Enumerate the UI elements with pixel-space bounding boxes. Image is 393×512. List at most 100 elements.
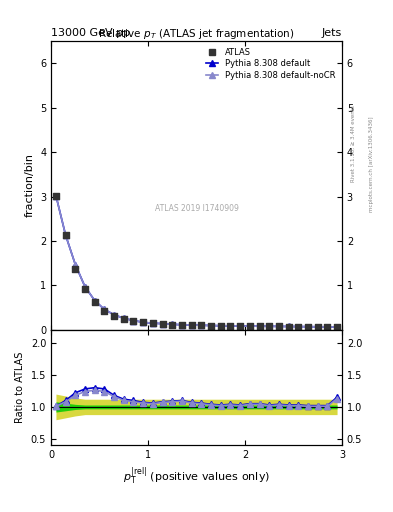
Text: Jets: Jets <box>321 28 342 38</box>
Pythia 8.308 default <box>160 321 165 327</box>
Pythia 8.308 default <box>112 312 116 318</box>
Pythia 8.308 default <box>325 324 330 330</box>
ATLAS <box>256 322 263 330</box>
Pythia 8.308 default <box>199 322 204 328</box>
Pythia 8.308 default <box>73 262 78 268</box>
Pythia 8.308 default <box>102 306 107 312</box>
Pythia 8.308 default <box>151 320 155 326</box>
Pythia 8.308 default-noCR <box>306 324 310 330</box>
ATLAS <box>53 191 59 200</box>
Line: Pythia 8.308 default: Pythia 8.308 default <box>53 193 340 330</box>
Pythia 8.308 default-noCR <box>73 262 78 268</box>
ATLAS <box>189 321 195 329</box>
Y-axis label: fraction/bin: fraction/bin <box>24 154 35 218</box>
Pythia 8.308 default <box>306 324 310 330</box>
ATLAS <box>72 264 79 272</box>
ATLAS <box>247 322 253 330</box>
Text: ATLAS 2019 I1740909: ATLAS 2019 I1740909 <box>154 204 239 213</box>
ATLAS <box>169 321 175 329</box>
Pythia 8.308 default <box>63 232 68 238</box>
Pythia 8.308 default <box>92 297 97 304</box>
ATLAS <box>101 307 108 315</box>
ATLAS <box>305 323 311 331</box>
ATLAS <box>237 322 243 330</box>
Pythia 8.308 default-noCR <box>286 324 291 330</box>
ATLAS <box>82 285 88 293</box>
ATLAS <box>334 323 340 331</box>
Pythia 8.308 default-noCR <box>238 323 242 329</box>
Pythia 8.308 default-noCR <box>248 323 252 329</box>
ATLAS <box>111 312 117 320</box>
Pythia 8.308 default <box>170 321 174 327</box>
Pythia 8.308 default-noCR <box>219 323 223 329</box>
Pythia 8.308 default-noCR <box>112 312 116 318</box>
ATLAS <box>276 323 282 331</box>
Pythia 8.308 default <box>141 319 145 326</box>
ATLAS <box>285 323 292 331</box>
Pythia 8.308 default-noCR <box>335 324 340 330</box>
ATLAS <box>150 319 156 327</box>
Pythia 8.308 default <box>267 323 272 329</box>
Pythia 8.308 default <box>180 322 184 328</box>
ATLAS <box>295 323 301 331</box>
Pythia 8.308 default-noCR <box>63 232 68 238</box>
Pythia 8.308 default <box>121 315 126 322</box>
ATLAS <box>140 318 146 327</box>
Pythia 8.308 default-noCR <box>199 322 204 328</box>
Pythia 8.308 default-noCR <box>83 284 87 290</box>
Pythia 8.308 default <box>53 193 58 199</box>
ATLAS <box>160 320 166 328</box>
ATLAS <box>266 323 272 331</box>
Pythia 8.308 default-noCR <box>209 323 213 329</box>
Pythia 8.308 default-noCR <box>277 324 281 330</box>
Pythia 8.308 default <box>131 317 136 324</box>
ATLAS <box>314 323 321 331</box>
Text: Rivet 3.1.10, ≥ 3.4M events: Rivet 3.1.10, ≥ 3.4M events <box>351 105 356 182</box>
Line: Pythia 8.308 default-noCR: Pythia 8.308 default-noCR <box>53 193 340 330</box>
Pythia 8.308 default-noCR <box>180 322 184 328</box>
ATLAS <box>130 317 137 325</box>
Pythia 8.308 default <box>315 324 320 330</box>
Pythia 8.308 default <box>277 324 281 330</box>
ATLAS <box>92 298 98 306</box>
Pythia 8.308 default <box>257 323 262 329</box>
Pythia 8.308 default-noCR <box>315 324 320 330</box>
Y-axis label: Ratio to ATLAS: Ratio to ATLAS <box>15 352 25 423</box>
Pythia 8.308 default-noCR <box>160 321 165 327</box>
Pythia 8.308 default <box>219 323 223 329</box>
Pythia 8.308 default-noCR <box>257 323 262 329</box>
Pythia 8.308 default-noCR <box>53 193 58 199</box>
Pythia 8.308 default-noCR <box>296 324 301 330</box>
Pythia 8.308 default-noCR <box>170 321 174 327</box>
ATLAS <box>227 322 233 330</box>
Pythia 8.308 default-noCR <box>121 315 126 322</box>
Pythia 8.308 default <box>189 322 194 328</box>
Pythia 8.308 default <box>238 323 242 329</box>
ATLAS <box>198 322 204 330</box>
ATLAS <box>62 231 69 239</box>
Pythia 8.308 default <box>209 323 213 329</box>
ATLAS <box>208 322 214 330</box>
Text: 13000 GeV pp: 13000 GeV pp <box>51 28 130 38</box>
Text: mcplots.cern.ch [arXiv:1306.3436]: mcplots.cern.ch [arXiv:1306.3436] <box>369 116 374 211</box>
Legend: ATLAS, Pythia 8.308 default, Pythia 8.308 default-noCR: ATLAS, Pythia 8.308 default, Pythia 8.30… <box>203 45 338 82</box>
Pythia 8.308 default-noCR <box>131 317 136 324</box>
Pythia 8.308 default-noCR <box>228 323 233 329</box>
ATLAS <box>324 323 331 331</box>
Pythia 8.308 default <box>296 324 301 330</box>
Pythia 8.308 default <box>248 323 252 329</box>
Pythia 8.308 default-noCR <box>267 323 272 329</box>
ATLAS <box>179 321 185 329</box>
Title: Relative $p_T$ (ATLAS jet fragmentation): Relative $p_T$ (ATLAS jet fragmentation) <box>98 27 295 41</box>
Pythia 8.308 default-noCR <box>102 306 107 312</box>
ATLAS <box>218 322 224 330</box>
Pythia 8.308 default-noCR <box>151 320 155 326</box>
X-axis label: $p_{\rm T}^{\rm |rel|}$ (positive values only): $p_{\rm T}^{\rm |rel|}$ (positive values… <box>123 466 270 487</box>
Pythia 8.308 default <box>83 284 87 290</box>
Pythia 8.308 default <box>286 324 291 330</box>
Pythia 8.308 default-noCR <box>189 322 194 328</box>
Pythia 8.308 default <box>335 324 340 330</box>
Pythia 8.308 default-noCR <box>141 319 145 326</box>
Pythia 8.308 default-noCR <box>92 297 97 304</box>
ATLAS <box>121 315 127 323</box>
